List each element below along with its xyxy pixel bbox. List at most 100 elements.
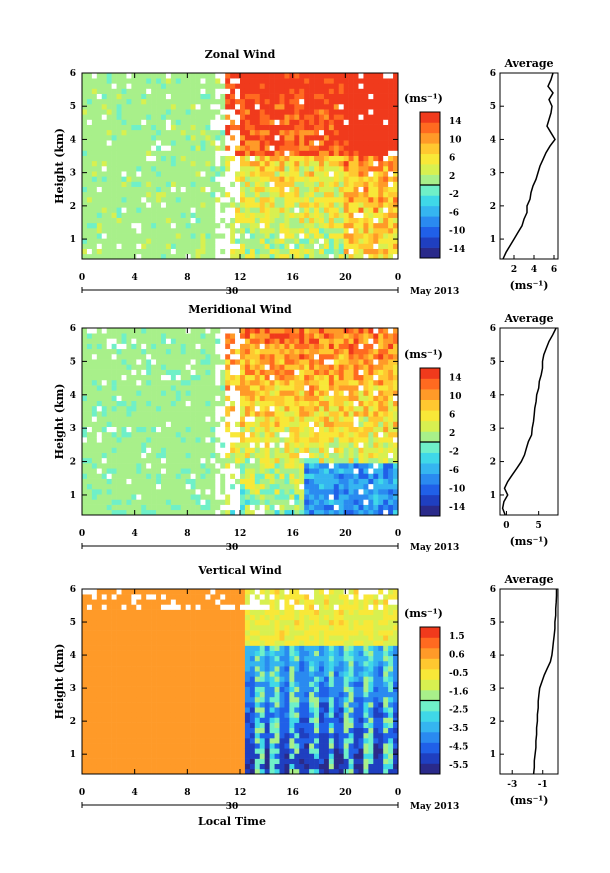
heatmap-cell xyxy=(96,768,103,775)
heatmap-cell xyxy=(210,385,216,391)
heatmap-cell xyxy=(195,145,201,151)
heatmap-cell xyxy=(220,328,226,334)
heatmap-cell xyxy=(106,411,112,417)
heatmap-cell xyxy=(289,93,295,100)
heatmap-cell xyxy=(146,499,152,505)
heatmap-cell xyxy=(343,421,349,427)
heatmap-cell xyxy=(126,243,132,249)
heatmap-cell xyxy=(279,348,285,355)
heatmap-cell xyxy=(175,437,182,443)
heatmap-cell xyxy=(249,348,256,355)
heatmap-cell xyxy=(284,483,290,490)
heatmap-cell xyxy=(86,238,93,244)
heatmap-cell xyxy=(373,98,379,105)
heatmap-cell xyxy=(289,494,295,500)
colorbar-swatch xyxy=(420,143,440,155)
heatmap-cell xyxy=(220,473,226,479)
heatmap-cell xyxy=(249,400,256,407)
heatmap-cell xyxy=(244,353,251,360)
heatmap-cell xyxy=(259,253,265,260)
heatmap-cell xyxy=(151,353,157,360)
heatmap-cell xyxy=(299,160,305,167)
heatmap-cell xyxy=(328,400,335,407)
heatmap-cell xyxy=(240,333,246,339)
heatmap-cell xyxy=(254,353,261,360)
heatmap-cell xyxy=(215,426,221,433)
heatmap-cell xyxy=(279,202,285,208)
heatmap-cell xyxy=(368,186,374,193)
heatmap-cell xyxy=(86,727,93,734)
heatmap-cell xyxy=(165,359,172,365)
heatmap-cell xyxy=(269,119,275,125)
heatmap-cell xyxy=(294,217,300,224)
heatmap-cell xyxy=(146,416,152,422)
heatmap-cell xyxy=(249,509,256,516)
heatmap-cell xyxy=(388,197,394,203)
heatmap-cell xyxy=(333,509,340,516)
heatmap-cell xyxy=(235,411,241,417)
heatmap-cell xyxy=(323,114,330,120)
heatmap-cell xyxy=(314,217,320,224)
heatmap-cell xyxy=(101,140,107,146)
heatmap-cell xyxy=(269,166,275,172)
heatmap-cell xyxy=(116,124,122,131)
heatmap-cell xyxy=(131,217,137,224)
heatmap-cell xyxy=(170,243,177,249)
heatmap-cell xyxy=(235,207,241,213)
heatmap-cell xyxy=(294,483,300,490)
heatmap-cell xyxy=(235,228,241,234)
heatmap-cell xyxy=(338,129,344,136)
heatmap-cell xyxy=(289,483,295,490)
heatmap-cell xyxy=(304,93,310,100)
heatmap-cell xyxy=(284,150,290,156)
heatmap-cell xyxy=(299,374,305,381)
heatmap-cell xyxy=(106,119,112,125)
heatmap-cell xyxy=(82,609,88,615)
y-tick-label: 2 xyxy=(70,202,76,212)
heatmap-cell xyxy=(235,93,241,100)
heatmap-cell xyxy=(289,359,295,365)
heatmap-cell xyxy=(363,395,369,402)
heatmap-cell xyxy=(126,207,132,213)
heatmap-cell xyxy=(156,483,162,490)
heatmap-cell xyxy=(111,166,117,172)
heatmap-cell xyxy=(96,463,103,469)
heatmap-cell xyxy=(151,437,157,443)
heatmap-cell xyxy=(146,447,152,453)
heatmap-cell xyxy=(259,155,265,162)
heatmap-cell xyxy=(180,457,186,464)
heatmap-cell xyxy=(328,78,335,84)
heatmap-cell xyxy=(170,197,177,203)
heatmap-cell xyxy=(146,114,152,120)
heatmap-cell xyxy=(230,212,236,218)
heatmap-cell xyxy=(378,83,384,89)
heatmap-cell xyxy=(244,463,251,469)
heatmap-cell xyxy=(343,483,349,490)
heatmap-cell xyxy=(190,405,196,412)
heatmap-cell xyxy=(289,243,295,249)
heatmap-cell xyxy=(161,494,167,500)
heatmap-cell xyxy=(116,379,122,386)
heatmap-cell xyxy=(91,635,98,641)
heatmap-cell xyxy=(161,109,167,115)
heatmap-cell xyxy=(304,431,310,438)
heatmap-cell xyxy=(91,452,98,459)
heatmap-cell xyxy=(254,379,261,386)
heatmap-cell xyxy=(358,338,364,344)
heatmap-cell xyxy=(333,155,340,162)
heatmap-cell xyxy=(309,431,315,438)
heatmap-cell xyxy=(180,473,186,479)
heatmap-cell xyxy=(136,212,142,218)
heatmap-cell xyxy=(185,379,191,386)
heatmap-cell xyxy=(284,83,290,89)
heatmap-cell xyxy=(284,447,290,453)
heatmap-cell xyxy=(121,150,127,156)
heatmap-cell xyxy=(111,328,117,334)
heatmap-cell xyxy=(101,176,107,182)
heatmap-cell xyxy=(165,353,172,360)
heatmap-cell xyxy=(101,671,107,677)
heatmap-cell xyxy=(254,78,261,84)
heatmap-cell xyxy=(279,369,285,376)
heatmap-cell xyxy=(319,333,325,339)
heatmap-cell xyxy=(126,155,132,162)
